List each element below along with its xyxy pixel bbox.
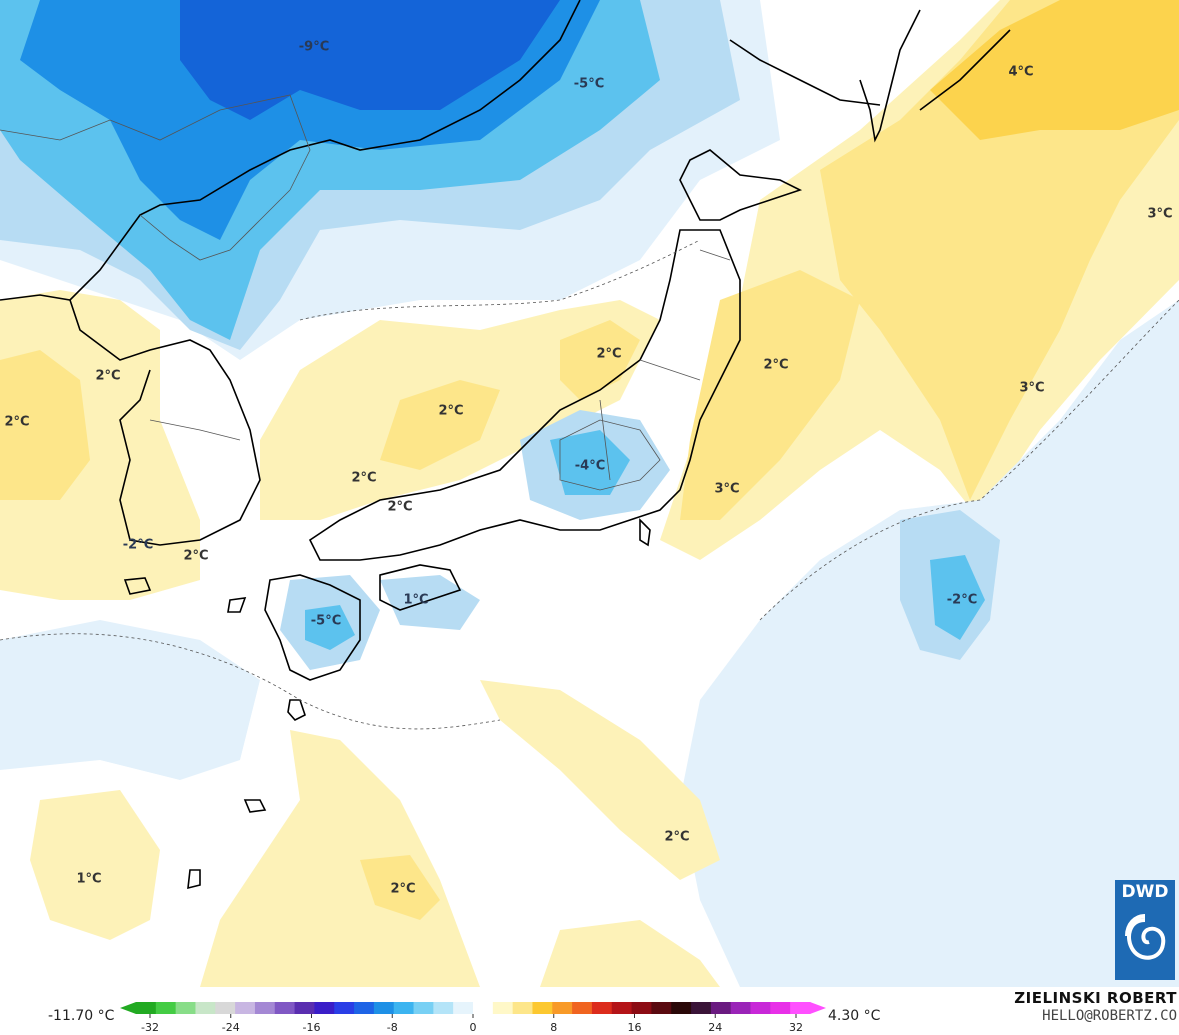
color-scale-cells (120, 1002, 826, 1014)
color-scale-cell (373, 1002, 395, 1014)
color-scale-ticks: -32 -24 -16 -8 0 8 16 24 32 (141, 1014, 803, 1034)
color-scale-cell (750, 1002, 771, 1014)
color-scale-tick-label: -24 (222, 1021, 240, 1034)
color-scale-bar: -32 -24 -16 -8 0 8 16 24 32 (120, 1002, 826, 1034)
color-scale-cell (393, 1002, 415, 1014)
color-scale-cell (671, 1002, 692, 1014)
color-scale-cell (591, 1002, 613, 1014)
color-scale-tick-label: -16 (303, 1021, 321, 1034)
temp-label: 2°C (95, 368, 121, 384)
temp-label: -5°C (310, 613, 342, 629)
color-scale-cell (274, 1002, 296, 1014)
color-scale-tick-label: 8 (550, 1021, 557, 1034)
color-scale-cell (314, 1002, 335, 1014)
temp-label: 2°C (763, 357, 789, 373)
temp-label: 2°C (183, 548, 209, 564)
temp-label: -5°C (573, 76, 605, 92)
temp-label: -2°C (946, 592, 978, 608)
temp-label: 3°C (714, 481, 740, 497)
temp-label: 2°C (390, 881, 416, 897)
dwd-logo: DWD (1115, 880, 1175, 980)
temp-label: 2°C (4, 414, 30, 430)
temp-label: 2°C (664, 829, 690, 845)
color-scale-cell (413, 1002, 434, 1014)
credit-email: HELLO@ROBERTZ.CO (1042, 1008, 1177, 1024)
color-scale-cell (631, 1002, 652, 1014)
color-scale-cell (552, 1002, 573, 1014)
dwd-logo-graphic (1115, 880, 1175, 980)
temp-label: -4°C (574, 458, 606, 474)
color-scale-cell (770, 1002, 791, 1014)
isolines (0, 239, 1179, 730)
color-scale-tick-label: 16 (628, 1021, 642, 1034)
temp-label: -2°C (122, 537, 154, 553)
temp-label: 2°C (438, 403, 464, 419)
coastlines (0, 0, 1011, 890)
color-scale-tick-label: 0 (470, 1021, 477, 1034)
borders (0, 94, 731, 491)
temp-label: 3°C (1019, 380, 1045, 396)
legend-min-value: -11.70 °C (48, 1008, 115, 1024)
credit-name: ZIELINSKI ROBERT (1014, 989, 1177, 1007)
color-scale-cell (473, 1002, 494, 1014)
temp-label: 4°C (1008, 64, 1034, 80)
color-scale-cell (175, 1002, 196, 1014)
color-scale-left-arrow (120, 1002, 136, 1014)
color-scale-cell (354, 1002, 375, 1014)
color-scale-cell (730, 1002, 752, 1014)
color-scale-cell (235, 1002, 256, 1014)
temp-label: 2°C (387, 499, 413, 515)
legend-max-value: 4.30 °C (828, 1008, 881, 1024)
color-scale-tick-label: 32 (789, 1021, 803, 1034)
temp-label: 2°C (351, 470, 377, 486)
color-scale-right-arrow (810, 1002, 826, 1014)
color-scale-cell (512, 1002, 533, 1014)
color-scale-cell (572, 1002, 593, 1014)
color-scale-cell (334, 1002, 355, 1014)
color-scale-cell (492, 1002, 514, 1014)
color-scale-cell (611, 1002, 633, 1014)
temp-label: 1°C (76, 871, 102, 887)
color-scale-cell (433, 1002, 454, 1014)
temp-label: 2°C (596, 346, 622, 362)
color-scale-cell (254, 1002, 276, 1014)
color-scale-cell (691, 1002, 712, 1014)
color-scale-cell (651, 1002, 672, 1014)
temp-label: 1°C (403, 592, 429, 608)
color-scale-tick-label: 24 (708, 1021, 722, 1034)
color-scale-cell (294, 1002, 315, 1014)
color-scale-cell (215, 1002, 236, 1014)
color-scale-cell (453, 1002, 474, 1014)
temperature-map (0, 0, 1179, 987)
color-scale-tick-label: -32 (141, 1021, 159, 1034)
color-scale-cell (195, 1002, 216, 1014)
color-scale-cell (136, 1002, 157, 1014)
temperature-fill (0, 0, 1179, 987)
temp-label: 3°C (1147, 206, 1173, 222)
color-scale-cell (790, 1002, 811, 1014)
color-scale-cell (532, 1002, 553, 1014)
color-scale-cell (710, 1002, 732, 1014)
color-scale-tick-label: -8 (387, 1021, 398, 1034)
temp-label: -9°C (298, 39, 330, 55)
dwd-logo-text: DWD (1121, 882, 1169, 902)
color-scale-cell (155, 1002, 177, 1014)
